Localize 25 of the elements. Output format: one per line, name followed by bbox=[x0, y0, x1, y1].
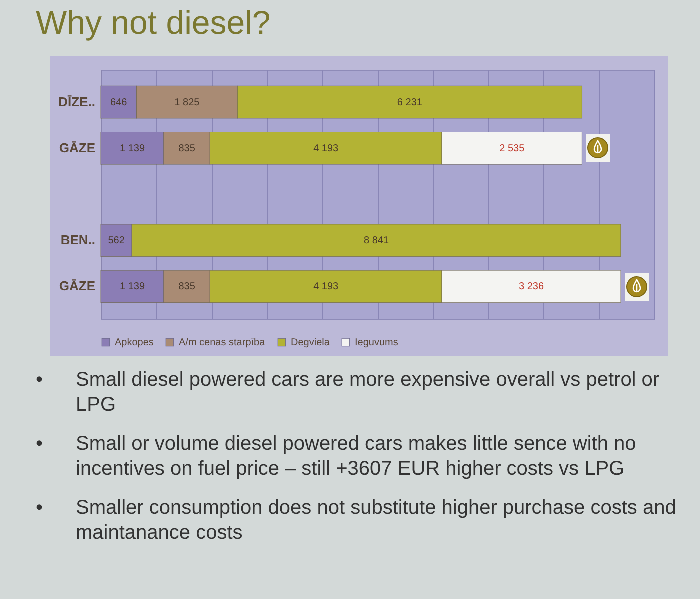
data-label: 2 535 bbox=[500, 143, 526, 154]
y-tick-label: DĪZE.. bbox=[58, 94, 96, 110]
data-label: 835 bbox=[178, 143, 196, 154]
text: • Small diesel powered cars are more expensive overall vs petrol or LPG bbox=[36, 369, 660, 416]
data-label: 646 bbox=[110, 97, 128, 108]
data-label: 8 841 bbox=[364, 236, 390, 247]
data-label: 3 236 bbox=[518, 282, 544, 293]
legend-label: Ieguvums bbox=[355, 337, 398, 348]
chart-title: Why not diesel? bbox=[36, 4, 271, 42]
y-tick-label: BEN.. bbox=[60, 232, 96, 248]
legend-label: Degviela bbox=[291, 337, 330, 348]
data-label: 1 139 bbox=[120, 282, 146, 293]
text: • Small or volume diesel powered cars makes little sence with no incentives on fuel price – still +3607 EUR higher costs vs LPG bbox=[36, 433, 636, 480]
data-label: 4 193 bbox=[314, 143, 340, 154]
legend-label: A/m cenas starpība bbox=[179, 337, 266, 348]
data-label: 6 231 bbox=[397, 97, 423, 108]
y-tick-label: GĀZE bbox=[59, 140, 96, 156]
legend-label: Apkopes bbox=[115, 337, 154, 348]
y-tick-label: GĀZE bbox=[59, 278, 96, 294]
data-label: 1 139 bbox=[120, 143, 146, 154]
text: • Smaller consumption does not substitute higher purchase costs and maintanance costs bbox=[36, 497, 676, 544]
data-label: 562 bbox=[108, 236, 126, 247]
data-label: 4 193 bbox=[314, 282, 340, 293]
data-label: 1 825 bbox=[174, 97, 200, 108]
data-label: 835 bbox=[178, 282, 196, 293]
